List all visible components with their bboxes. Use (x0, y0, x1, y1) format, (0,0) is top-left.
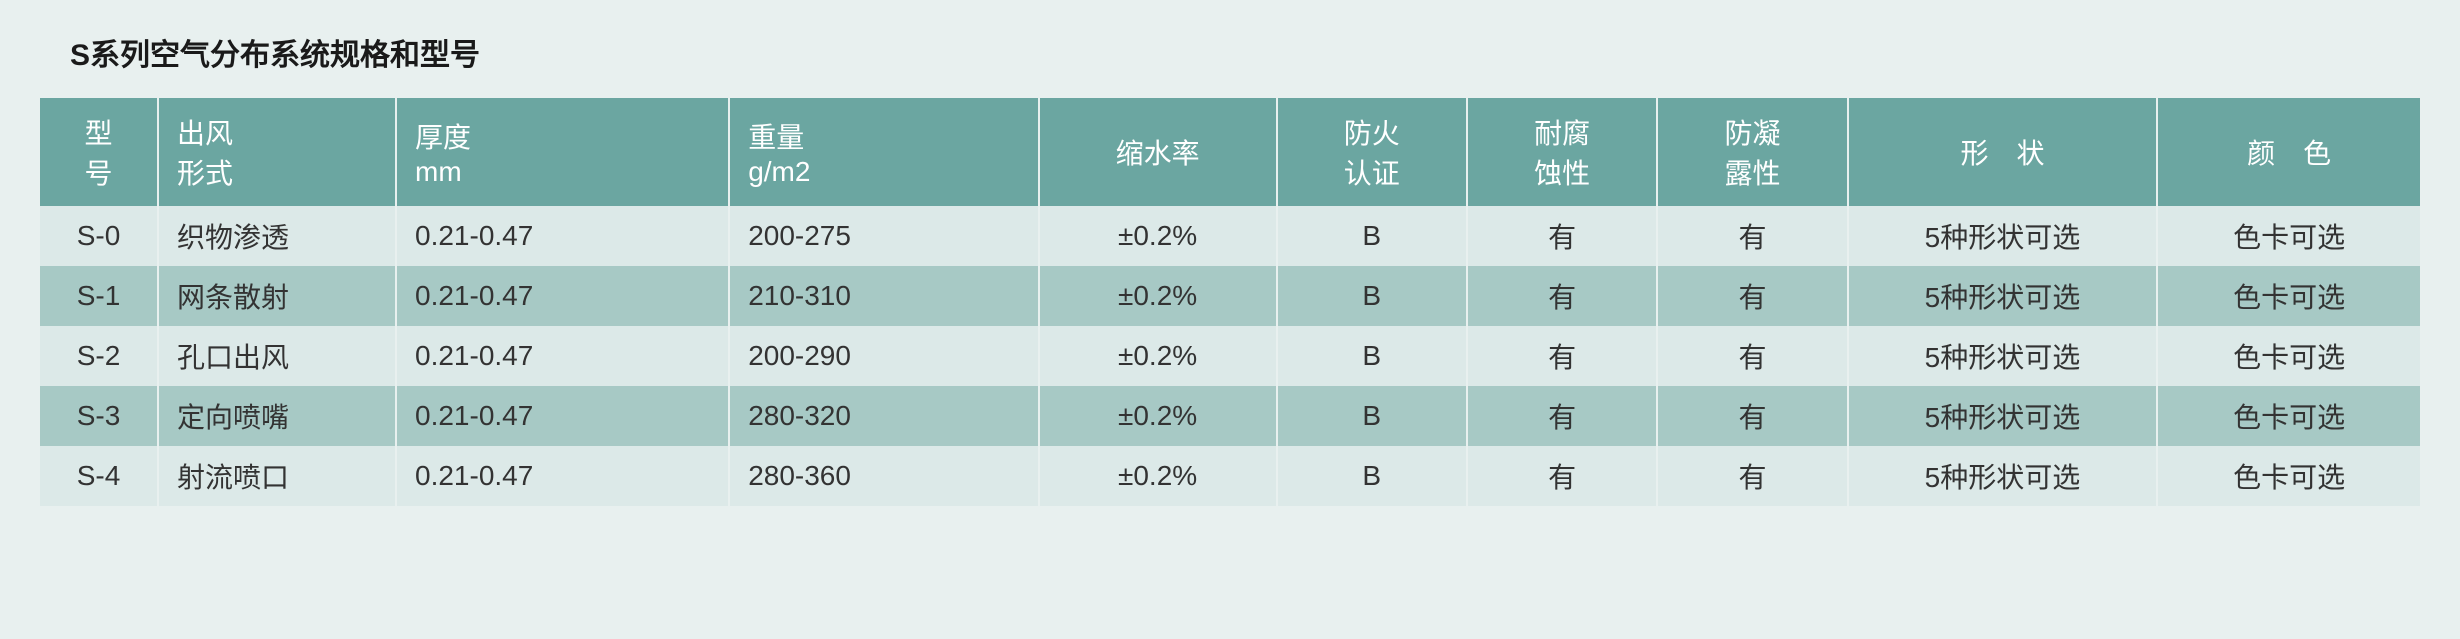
column-header: 型号 (40, 98, 159, 206)
table-row: S-4射流喷口0.21-0.47280-360±0.2%B有有5种形状可选色卡可… (40, 446, 2420, 506)
table-cell: S-4 (40, 446, 159, 506)
column-header-line1: 厚度 (415, 116, 720, 156)
column-header-line1: 防火 (1286, 112, 1458, 152)
table-cell: 色卡可选 (2158, 446, 2420, 506)
table-cell: 5种形状可选 (1849, 386, 2158, 446)
table-cell: 有 (1658, 326, 1848, 386)
table-cell: 有 (1468, 266, 1658, 326)
column-header-line1: 型 (48, 112, 149, 152)
column-header: 厚度mm (397, 98, 730, 206)
table-cell: 200-290 (730, 326, 1039, 386)
column-header-line2: 蚀性 (1476, 152, 1648, 192)
table-cell: 0.21-0.47 (397, 206, 730, 266)
table-cell: 射流喷口 (159, 446, 397, 506)
table-cell: 280-360 (730, 446, 1039, 506)
table-cell: 5种形状可选 (1849, 206, 2158, 266)
table-row: S-3定向喷嘴0.21-0.47280-320±0.2%B有有5种形状可选色卡可… (40, 386, 2420, 446)
column-header: 耐腐蚀性 (1468, 98, 1658, 206)
table-cell: 有 (1468, 386, 1658, 446)
table-cell: 210-310 (730, 266, 1039, 326)
table-header-row: 型号出风形式厚度mm重量g/m2缩水率防火认证耐腐蚀性防凝露性形 状颜 色 (40, 98, 2420, 206)
table-cell: 5种形状可选 (1849, 446, 2158, 506)
column-header-line2: 露性 (1666, 152, 1838, 192)
column-header: 缩水率 (1040, 98, 1278, 206)
table-cell: B (1278, 266, 1468, 326)
table-cell: 280-320 (730, 386, 1039, 446)
table-cell: B (1278, 206, 1468, 266)
column-header: 形 状 (1849, 98, 2158, 206)
column-header-line2: 形式 (177, 152, 387, 192)
table-cell: S-1 (40, 266, 159, 326)
table-cell: B (1278, 386, 1468, 446)
table-cell: ±0.2% (1040, 206, 1278, 266)
table-cell: ±0.2% (1040, 266, 1278, 326)
table-cell: 色卡可选 (2158, 386, 2420, 446)
page-title: S系列空气分布系统规格和型号 (70, 30, 2420, 74)
table-cell: B (1278, 446, 1468, 506)
table-cell: 有 (1468, 206, 1658, 266)
table-cell: 有 (1658, 386, 1848, 446)
table-cell: ±0.2% (1040, 446, 1278, 506)
column-header: 防火认证 (1278, 98, 1468, 206)
column-header: 重量g/m2 (730, 98, 1039, 206)
column-header-line1: 出风 (177, 112, 387, 152)
table-cell: 有 (1468, 326, 1658, 386)
column-header: 出风形式 (159, 98, 397, 206)
table-cell: 0.21-0.47 (397, 266, 730, 326)
table-cell: 有 (1658, 206, 1848, 266)
column-header: 颜 色 (2158, 98, 2420, 206)
column-header-line1: 耐腐 (1476, 112, 1648, 152)
table-cell: 色卡可选 (2158, 206, 2420, 266)
table-cell: 0.21-0.47 (397, 386, 730, 446)
table-cell: 5种形状可选 (1849, 266, 2158, 326)
column-header-line2: 认证 (1286, 152, 1458, 192)
table-cell: ±0.2% (1040, 326, 1278, 386)
table-cell: 有 (1468, 446, 1658, 506)
table-cell: S-0 (40, 206, 159, 266)
table-cell: 网条散射 (159, 266, 397, 326)
column-header-line2: mm (415, 156, 720, 188)
table-cell: 定向喷嘴 (159, 386, 397, 446)
table-cell: 有 (1658, 446, 1848, 506)
table-cell: 200-275 (730, 206, 1039, 266)
table-row: S-1网条散射0.21-0.47210-310±0.2%B有有5种形状可选色卡可… (40, 266, 2420, 326)
table-cell: 色卡可选 (2158, 326, 2420, 386)
spec-table: 型号出风形式厚度mm重量g/m2缩水率防火认证耐腐蚀性防凝露性形 状颜 色 S-… (40, 98, 2420, 506)
table-cell: S-3 (40, 386, 159, 446)
table-cell: 有 (1658, 266, 1848, 326)
column-header-line1: 防凝 (1666, 112, 1838, 152)
column-header-line2: 号 (48, 152, 149, 192)
table-cell: S-2 (40, 326, 159, 386)
table-row: S-2孔口出风0.21-0.47200-290±0.2%B有有5种形状可选色卡可… (40, 326, 2420, 386)
table-cell: 5种形状可选 (1849, 326, 2158, 386)
table-cell: 0.21-0.47 (397, 326, 730, 386)
table-cell: B (1278, 326, 1468, 386)
column-header: 防凝露性 (1658, 98, 1848, 206)
column-header-line1: 重量 (748, 116, 1029, 156)
table-cell: 色卡可选 (2158, 266, 2420, 326)
table-cell: ±0.2% (1040, 386, 1278, 446)
column-header-line2: g/m2 (748, 156, 1029, 188)
table-cell: 孔口出风 (159, 326, 397, 386)
table-cell: 织物渗透 (159, 206, 397, 266)
table-row: S-0织物渗透0.21-0.47200-275±0.2%B有有5种形状可选色卡可… (40, 206, 2420, 266)
table-cell: 0.21-0.47 (397, 446, 730, 506)
